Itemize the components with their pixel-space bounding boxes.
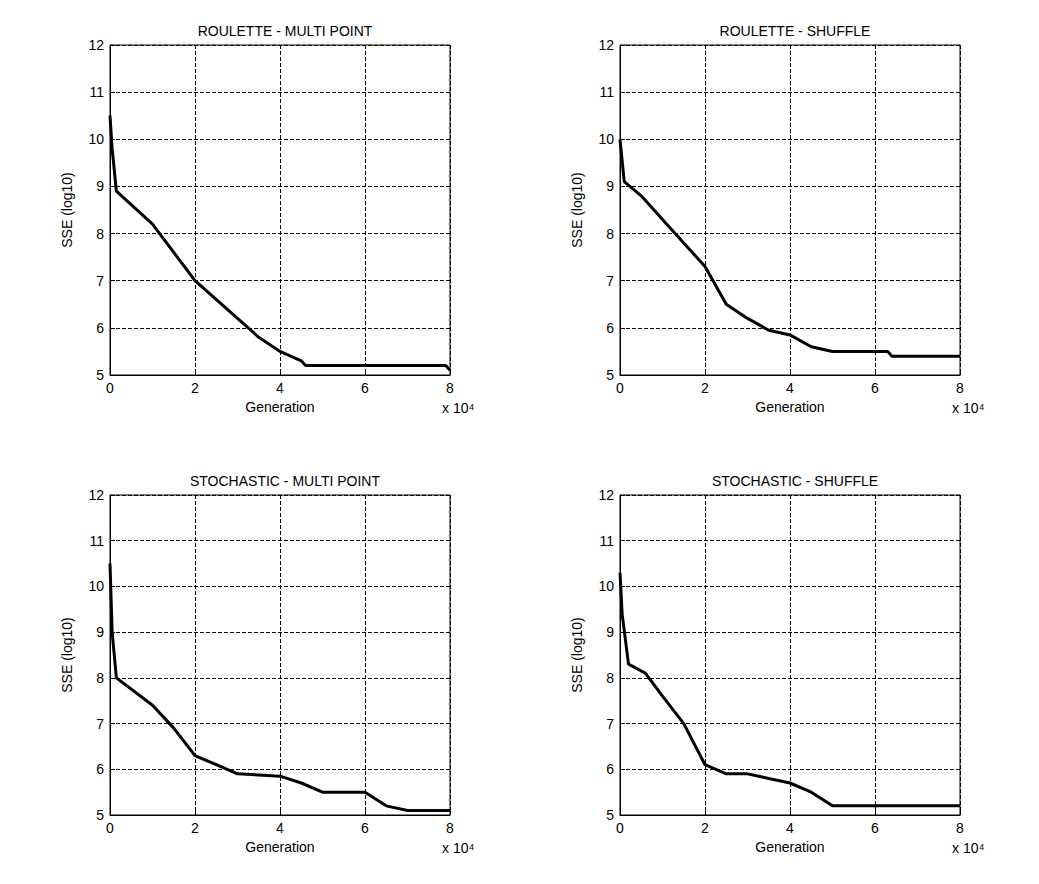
svg-text:5: 5 bbox=[96, 807, 104, 823]
svg-text:9: 9 bbox=[96, 624, 104, 640]
svg-text:Generation: Generation bbox=[755, 839, 824, 855]
svg-text:SSE (log10): SSE (log10) bbox=[569, 617, 585, 692]
svg-text:SSE (log10): SSE (log10) bbox=[59, 617, 75, 692]
svg-text:x 10⁴: x 10⁴ bbox=[952, 840, 984, 856]
svg-text:12: 12 bbox=[88, 487, 104, 503]
svg-text:6: 6 bbox=[96, 761, 104, 777]
svg-text:6: 6 bbox=[606, 320, 614, 336]
svg-text:12: 12 bbox=[88, 37, 104, 53]
svg-text:5: 5 bbox=[606, 807, 614, 823]
svg-text:0: 0 bbox=[106, 820, 114, 836]
svg-text:8: 8 bbox=[956, 820, 964, 836]
svg-text:10: 10 bbox=[598, 578, 614, 594]
svg-text:7: 7 bbox=[606, 273, 614, 289]
svg-text:x 10⁴: x 10⁴ bbox=[442, 840, 474, 856]
svg-text:10: 10 bbox=[598, 131, 614, 147]
svg-text:4: 4 bbox=[786, 820, 794, 836]
svg-text:11: 11 bbox=[89, 84, 104, 100]
svg-text:6: 6 bbox=[871, 820, 879, 836]
svg-text:8: 8 bbox=[446, 380, 454, 396]
svg-text:8: 8 bbox=[96, 670, 104, 686]
svg-text:8: 8 bbox=[446, 820, 454, 836]
svg-text:0: 0 bbox=[106, 380, 114, 396]
svg-text:5: 5 bbox=[96, 367, 104, 383]
svg-text:6: 6 bbox=[361, 820, 369, 836]
svg-text:10: 10 bbox=[88, 578, 104, 594]
svg-text:STOCHASTIC - SHUFFLE: STOCHASTIC - SHUFFLE bbox=[712, 473, 878, 489]
svg-text:8: 8 bbox=[96, 226, 104, 242]
svg-text:11: 11 bbox=[599, 84, 614, 100]
svg-text:9: 9 bbox=[606, 624, 614, 640]
svg-text:8: 8 bbox=[956, 380, 964, 396]
svg-text:5: 5 bbox=[606, 367, 614, 383]
svg-text:6: 6 bbox=[606, 761, 614, 777]
svg-text:11: 11 bbox=[89, 533, 104, 549]
svg-text:12: 12 bbox=[598, 37, 614, 53]
svg-text:7: 7 bbox=[96, 273, 104, 289]
svg-text:4: 4 bbox=[276, 820, 284, 836]
svg-text:9: 9 bbox=[606, 178, 614, 194]
svg-text:9: 9 bbox=[96, 178, 104, 194]
svg-text:2: 2 bbox=[191, 380, 199, 396]
svg-text:SSE (log10): SSE (log10) bbox=[59, 172, 75, 247]
svg-text:x 10⁴: x 10⁴ bbox=[442, 400, 474, 416]
svg-text:12: 12 bbox=[598, 487, 614, 503]
svg-text:ROULETTE - MULTI POINT: ROULETTE - MULTI POINT bbox=[198, 23, 373, 39]
svg-text:4: 4 bbox=[786, 380, 794, 396]
svg-text:x 10⁴: x 10⁴ bbox=[952, 400, 984, 416]
svg-text:2: 2 bbox=[701, 380, 709, 396]
svg-text:2: 2 bbox=[701, 820, 709, 836]
svg-text:0: 0 bbox=[616, 380, 624, 396]
svg-text:10: 10 bbox=[88, 131, 104, 147]
svg-text:Generation: Generation bbox=[245, 839, 314, 855]
svg-text:0: 0 bbox=[616, 820, 624, 836]
svg-text:ROULETTE - SHUFFLE: ROULETTE - SHUFFLE bbox=[720, 23, 871, 39]
svg-text:8: 8 bbox=[606, 670, 614, 686]
svg-text:7: 7 bbox=[96, 716, 104, 732]
svg-text:7: 7 bbox=[606, 716, 614, 732]
svg-text:STOCHASTIC - MULTI POINT: STOCHASTIC - MULTI POINT bbox=[190, 473, 380, 489]
svg-text:Generation: Generation bbox=[245, 399, 314, 415]
svg-text:6: 6 bbox=[361, 380, 369, 396]
svg-text:6: 6 bbox=[871, 380, 879, 396]
svg-text:4: 4 bbox=[276, 380, 284, 396]
svg-text:2: 2 bbox=[191, 820, 199, 836]
svg-text:8: 8 bbox=[606, 226, 614, 242]
svg-text:SSE (log10): SSE (log10) bbox=[569, 172, 585, 247]
svg-text:11: 11 bbox=[599, 533, 614, 549]
svg-text:Generation: Generation bbox=[755, 399, 824, 415]
svg-text:6: 6 bbox=[96, 320, 104, 336]
